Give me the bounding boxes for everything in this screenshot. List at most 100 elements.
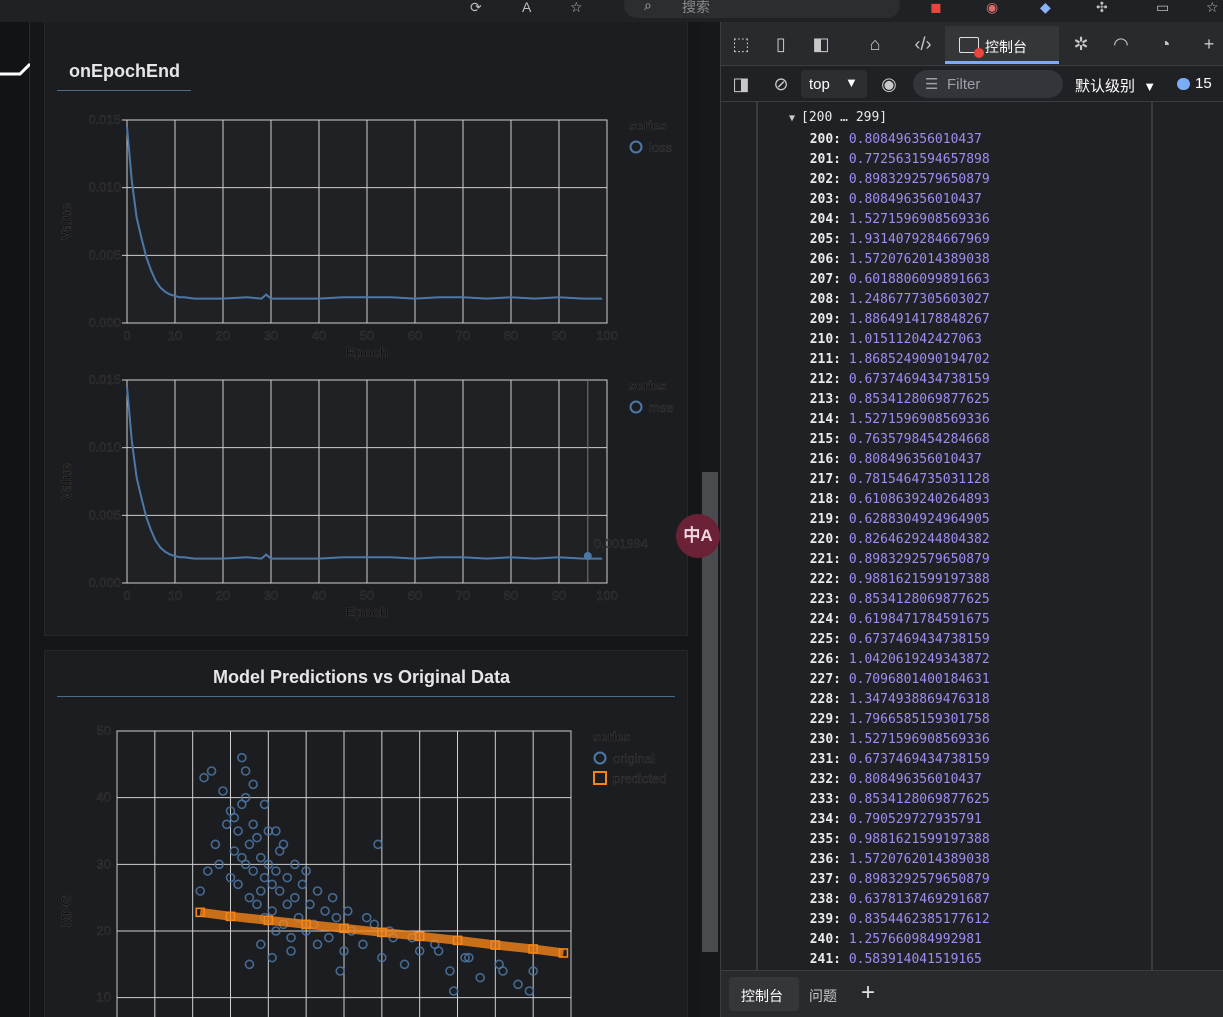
array-index: 208:: [809, 292, 841, 307]
array-index: 238:: [809, 892, 841, 907]
predicted-band: [456, 935, 496, 950]
app-extension-icon[interactable]: ◆: [1040, 0, 1051, 15]
array-value: 1.5720762014389038: [841, 252, 990, 267]
original-point: [524, 986, 535, 996]
read-aloud-icon[interactable]: A: [522, 0, 532, 15]
series-line-mse: [126, 386, 603, 560]
dock-side-icon[interactable]: ◧: [812, 34, 830, 54]
collapse-arrow-icon[interactable]: [0, 62, 30, 82]
original-point: [237, 799, 247, 810]
console-array-row: 213: 0.8534128069877625: [799, 390, 990, 410]
predicted-band: [199, 907, 232, 921]
translate-extension-icon[interactable]: ◼: [930, 0, 942, 15]
network-wifi-icon[interactable]: ◠: [1113, 34, 1129, 54]
console-array-row: 225: 0.6737469434738159: [799, 630, 990, 650]
x-tick-label: 60: [408, 588, 422, 603]
original-point: [339, 946, 349, 956]
elements-code-icon[interactable]: ‹/›: [914, 34, 932, 54]
array-value: 1.2486777305603027: [841, 292, 990, 307]
original-point: [259, 799, 270, 810]
sources-bug-icon[interactable]: ✲: [1073, 34, 1089, 54]
original-point: [195, 886, 206, 896]
original-point: [248, 866, 258, 876]
original-point: [221, 819, 232, 830]
array-index: 221:: [809, 552, 841, 567]
original-point: [464, 952, 474, 963]
refresh-icon[interactable]: ⟳: [470, 0, 482, 15]
array-value: 0.7725631594657898: [841, 152, 990, 167]
log-level-selector[interactable]: 默认级别 ▼: [1075, 75, 1156, 96]
browser-search-box[interactable]: ⌕ 搜索: [624, 0, 900, 18]
y-tick-label: 0.010: [88, 180, 121, 195]
array-value: 1.5271596908569336: [841, 212, 990, 227]
y-tick-label: 0.010: [88, 440, 121, 455]
device-toolbar-icon[interactable]: ▯: [776, 34, 786, 54]
inspect-element-icon[interactable]: ⬚: [732, 34, 750, 54]
console-output[interactable]: ▼ [200 … 299] 200: 0.808496356010437 201: …: [721, 102, 1223, 970]
page-scrollbar-thumb[interactable]: [702, 472, 718, 952]
drawer-add-tab-button[interactable]: +: [861, 979, 876, 1006]
array-value: 1.7966585159301758: [841, 712, 990, 727]
search-icon: ⌕: [644, 0, 652, 13]
clear-console-icon[interactable]: ⊘: [773, 74, 789, 94]
array-index: 232:: [809, 772, 841, 787]
array-index: 228:: [809, 692, 841, 707]
console-array-row: 218: 0.6108639240264893: [799, 490, 990, 510]
array-value: 0.6018806099891663: [841, 272, 990, 287]
original-point: [445, 966, 455, 976]
left-panel-edge: [0, 22, 30, 1017]
extension-icon[interactable]: ◉: [986, 0, 999, 15]
array-index: 222:: [809, 572, 841, 587]
filter-input[interactable]: ☰ Filter: [913, 70, 1063, 98]
array-index: 218:: [809, 492, 841, 507]
console-array-row: 230: 1.5271596908569336: [799, 730, 990, 750]
array-index: 235:: [809, 832, 841, 847]
drawer-tab-console-label: 控制台: [741, 988, 783, 1004]
message-count[interactable]: 15: [1195, 75, 1212, 92]
performance-gauge-icon[interactable]: ◔: [1159, 34, 1171, 54]
favorites-icon[interactable]: ☆: [1206, 0, 1219, 15]
favorite-star-icon[interactable]: ☆: [570, 0, 583, 15]
array-value: 1.0420619249343872: [841, 652, 990, 667]
x-tick-label: 0: [123, 328, 130, 343]
drawer-tab-console[interactable]: 控制台: [729, 977, 799, 1011]
array-value: 1.8685249090194702: [841, 352, 990, 367]
array-index: 212:: [809, 372, 841, 387]
x-tick-label: 100: [596, 588, 618, 603]
console-scroll-divider: [1151, 102, 1153, 970]
console-icon: [959, 37, 979, 53]
context-selector[interactable]: top ▼: [801, 70, 867, 98]
original-point: [282, 872, 293, 883]
array-value: 0.8983292579650879: [841, 172, 990, 187]
x-tick-label: 20: [216, 588, 230, 603]
console-array-row: 238: 0.6378137469291687: [799, 890, 990, 910]
original-point: [274, 886, 285, 896]
drawer-tab-issues[interactable]: 问题: [809, 988, 837, 1004]
array-value: 1.3474938869476318: [841, 692, 990, 707]
legend-label: original: [613, 751, 655, 766]
welcome-home-icon[interactable]: ⌂: [869, 34, 881, 54]
more-tools-plus-icon[interactable]: +: [1203, 34, 1215, 54]
tab-console[interactable]: 控制台: [945, 26, 1059, 64]
array-group-toggle[interactable]: ▼ [200 … 299]: [789, 110, 887, 125]
console-array-row: 229: 1.7966585159301758: [799, 710, 990, 730]
array-value: 0.8354462385177612: [841, 912, 990, 927]
original-point: [248, 779, 258, 790]
live-expression-eye-icon[interactable]: ◉: [881, 74, 897, 94]
predictions-section-title: Model Predictions vs Original Data: [213, 667, 511, 687]
original-point: [327, 892, 338, 903]
console-array-row: 241: 0.583914041519165: [799, 950, 982, 970]
title-underline: [57, 90, 191, 91]
console-array-row: 232: 0.808496356010437: [799, 770, 982, 790]
console-array-row: 228: 1.3474938869476318: [799, 690, 990, 710]
array-index: 204:: [809, 212, 841, 227]
y-axis-label: Value: [58, 463, 74, 500]
console-array-row: 231: 0.6737469434738159: [799, 750, 990, 770]
legend-symbol: [593, 751, 607, 765]
split-screen-icon[interactable]: ▭: [1156, 0, 1170, 15]
expanded-triangle-icon: ▼: [789, 113, 796, 124]
sidebar-toggle-icon[interactable]: ◨: [732, 74, 750, 94]
translate-floating-button[interactable]: 中A: [676, 514, 720, 558]
browser-search-label: 搜索: [682, 0, 710, 15]
extensions-puzzle-icon[interactable]: ✣: [1096, 0, 1108, 15]
